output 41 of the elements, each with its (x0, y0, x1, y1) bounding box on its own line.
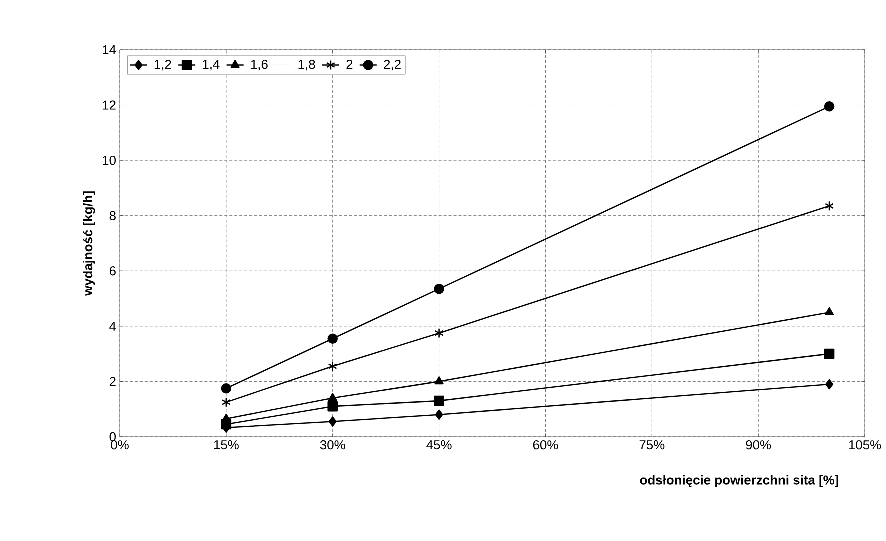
x-tick-label: 45% (426, 440, 452, 450)
point (328, 401, 338, 412)
y-tick-label: 12 (103, 100, 116, 110)
y-tick-label: 0 (110, 432, 116, 442)
y-tick-label: 6 (110, 266, 116, 276)
point (328, 361, 338, 372)
x-tick-label: 105% (849, 440, 882, 450)
legend-label: 1,8 (298, 60, 316, 71)
y-axis-title: wydajność [kg/h] (83, 192, 96, 296)
point (434, 376, 444, 385)
legend-label: 2 (346, 60, 353, 70)
x-tick-label: 30% (320, 440, 346, 450)
legend-label: 1,2 (154, 60, 172, 71)
legend-label: 2,2 (384, 60, 401, 71)
y-tick-label: 4 (110, 322, 116, 331)
point (434, 328, 444, 338)
y-tick-label: 10 (103, 156, 116, 166)
point (826, 379, 834, 390)
y-tick-label: 2 (110, 377, 116, 386)
legend-label: 1,6 (251, 60, 268, 71)
point (434, 284, 444, 294)
y-tick-label: 8 (110, 211, 116, 220)
point (825, 307, 834, 316)
point (328, 416, 337, 427)
point (328, 393, 338, 402)
point (435, 410, 444, 420)
point (221, 383, 232, 394)
x-tick-label: 90% (746, 440, 772, 450)
point (825, 201, 834, 212)
point (824, 348, 835, 360)
point (434, 396, 444, 406)
legend-label: 1,4 (203, 60, 220, 71)
x-tick-label: 0% (111, 440, 129, 450)
point (328, 334, 338, 344)
point (824, 102, 835, 112)
x-tick-label: 75% (640, 440, 665, 450)
x-tick-label: 60% (533, 440, 558, 450)
point (222, 397, 231, 408)
x-axis-title: odsłonięcie powierzchni sita [%] (640, 475, 838, 488)
y-tick-label: 14 (103, 46, 116, 54)
x-tick-label: 15% (214, 440, 239, 450)
